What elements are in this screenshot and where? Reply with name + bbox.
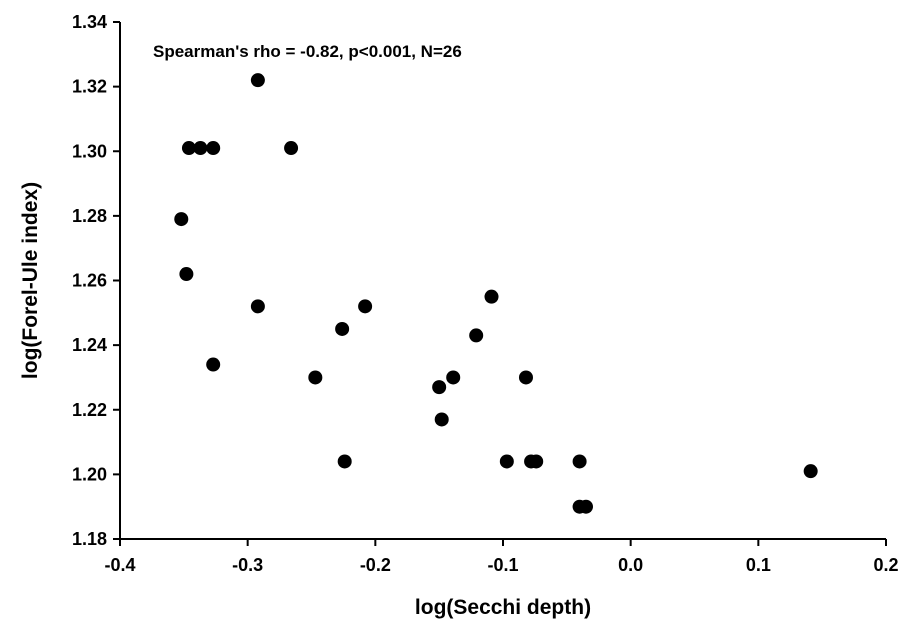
data-point — [308, 370, 323, 385]
x-tick-label: 0.0 — [618, 555, 643, 575]
data-point — [484, 289, 499, 304]
x-tick-label: 0.1 — [746, 555, 771, 575]
y-axis-ticks: 1.18 1.20 1.22 1.24 1.26 1.28 1.30 1.32 1.34 — [72, 12, 120, 549]
x-tick-label: 0.2 — [873, 555, 898, 575]
data-point — [518, 370, 533, 385]
y-tick-label: 1.20 — [72, 464, 107, 484]
x-tick-label: -0.2 — [360, 555, 391, 575]
y-tick-label: 1.24 — [72, 335, 107, 355]
data-point — [179, 267, 194, 282]
data-point — [284, 141, 299, 156]
data-point — [578, 499, 593, 514]
data-point — [358, 299, 373, 314]
y-tick-label: 1.34 — [72, 12, 107, 32]
data-point — [206, 141, 221, 156]
data-point — [446, 370, 461, 385]
data-point — [469, 328, 484, 343]
data-points — [174, 73, 818, 514]
data-point — [174, 212, 189, 227]
x-axis-title: log(Secchi depth) — [415, 596, 591, 619]
data-point — [572, 454, 587, 469]
chart-annotation: Spearman's rho = -0.82, p<0.001, N=26 — [153, 42, 462, 61]
data-point — [335, 321, 350, 336]
data-point — [250, 299, 265, 314]
data-point — [499, 454, 514, 469]
x-tick-label: -0.1 — [487, 555, 518, 575]
y-tick-label: 1.18 — [72, 529, 107, 549]
x-axis-ticks: -0.4 -0.3 -0.2 -0.1 0.0 0.1 0.2 — [104, 539, 899, 575]
y-axis-title: log(Forel-Ule index) — [19, 182, 42, 379]
y-tick-label: 1.22 — [72, 400, 107, 420]
y-tick-label: 1.32 — [72, 77, 107, 97]
y-tick-label: 1.26 — [72, 271, 107, 291]
data-point — [434, 412, 449, 427]
data-point — [206, 357, 221, 372]
y-tick-label: 1.28 — [72, 206, 107, 226]
data-point — [250, 73, 265, 88]
data-point — [181, 141, 196, 156]
data-point — [803, 464, 818, 479]
data-point — [529, 454, 544, 469]
x-tick-label: -0.3 — [232, 555, 263, 575]
data-point — [193, 141, 208, 156]
y-tick-label: 1.30 — [72, 141, 107, 161]
data-point — [432, 380, 447, 395]
data-point — [337, 454, 352, 469]
x-tick-label: -0.4 — [104, 555, 135, 575]
